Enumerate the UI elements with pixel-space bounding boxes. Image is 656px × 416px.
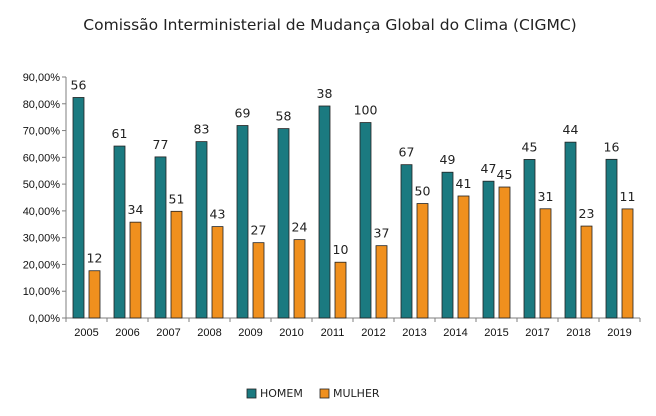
x-tick-label: 2019 [607,327,631,339]
y-axis: 0,00% 10,00% 20,00% 30,00% 40,00% 50,00% 60,00… [23,72,67,325]
data-label-mulher-2005: 12 [87,251,103,266]
bar-mulher-2014 [457,195,470,319]
x-tick-label: 2005 [74,327,98,339]
y-tick-label: 10,00% [23,286,61,298]
data-label-mulher-2007: 51 [169,191,185,206]
data-label-mulher-2008: 43 [210,207,226,222]
bar-homem-2006 [113,145,126,319]
bar-homem-2017 [523,159,536,319]
data-label-homem-2005: 56 [71,77,87,92]
x-tick-label: 2008 [197,327,221,339]
data-label-mulher-2009: 27 [251,223,267,238]
data-label-mulher-2019: 11 [620,189,636,204]
data-label-mulher-2013: 50 [415,184,431,199]
data-label-homem-2012: 100 [354,103,378,118]
data-label-homem-2018: 44 [563,122,579,137]
legend-swatch-mulher [319,388,330,399]
data-label-mulher-2012: 37 [374,226,390,241]
x-tick-label: 2009 [238,327,262,339]
data-label-homem-2010: 58 [276,109,292,124]
data-label-mulher-2006: 34 [128,202,144,217]
bar-mulher-2009 [252,242,265,319]
x-tick-label: 2014 [443,327,467,339]
bar-mulher-2013 [416,203,429,319]
data-label-homem-2017: 45 [522,139,538,154]
x-tick-label: 2015 [484,327,508,339]
y-tick-label: 90,00% [23,72,61,84]
x-axis: 2005 2006 2007 2008 2009 2010 2011 2012 2013 2014… [65,317,641,339]
bar-mulher-2012 [375,245,388,319]
y-tick-label: 0,00% [29,313,60,325]
legend-label-mulher: MULHER [333,387,380,400]
bar-homem-2007 [154,156,167,319]
bar-homem-2012 [359,122,372,319]
data-label-mulher-2017: 31 [538,189,554,204]
data-label-homem-2011: 38 [317,86,333,101]
data-label-mulher-2010: 24 [292,220,308,235]
bar-homem-2013 [400,164,413,319]
data-label-homem-2013: 67 [399,145,415,160]
x-tick-label: 2007 [156,327,180,339]
bar-homem-2014 [441,171,454,319]
x-tick-label: 2010 [279,327,303,339]
y-tick-label: 30,00% [23,233,61,245]
chart-title: Comissão Interministerial de Mudança Glo… [83,16,576,34]
y-tick-label: 20,00% [23,259,61,271]
bar-homem-2018 [564,141,577,319]
legend: HOMEM MULHER [246,387,380,400]
y-tick-label: 40,00% [23,206,61,218]
bars [72,97,634,319]
data-label-mulher-2015: 45 [497,167,513,182]
bar-mulher-2015 [498,186,511,319]
data-label-homem-2007: 77 [153,137,169,152]
x-tick-label: 2017 [525,327,549,339]
data-labels: 5612613477518343692758243810100376750494… [71,77,636,265]
data-label-mulher-2011: 10 [333,242,349,257]
x-tick-label: 2011 [321,327,345,339]
bar-homem-2011 [318,105,331,319]
bar-mulher-2006 [129,221,142,319]
legend-swatch-homem [246,388,257,399]
data-label-homem-2008: 83 [194,122,210,137]
bar-homem-2008 [195,141,208,319]
bar-homem-2019 [605,158,618,319]
bar-mulher-2007 [170,210,183,319]
data-label-homem-2014: 49 [440,152,456,167]
bar-mulher-2008 [211,226,224,319]
x-tick-label: 2006 [115,327,139,339]
y-tick-label: 60,00% [23,152,61,164]
data-label-homem-2009: 69 [235,106,251,121]
legend-label-homem: HOMEM [260,387,303,400]
bar-homem-2005 [72,97,85,319]
y-tick-label: 70,00% [23,126,61,138]
bar-mulher-2017 [539,208,552,319]
data-label-homem-2006: 61 [112,126,128,141]
bar-mulher-2005 [88,270,101,319]
bar-homem-2010 [277,128,290,319]
bar-homem-2015 [482,180,495,319]
bar-mulher-2010 [293,239,306,319]
x-tick-label: 2018 [566,327,590,339]
data-label-mulher-2014: 41 [456,176,472,191]
bar-mulher-2019 [621,208,634,319]
data-label-homem-2015: 47 [481,161,497,176]
bar-mulher-2018 [580,225,593,319]
data-label-mulher-2018: 23 [579,206,595,221]
y-tick-label: 50,00% [23,179,61,191]
bar-homem-2009 [236,125,249,319]
x-tick-label: 2013 [402,327,426,339]
x-tick-label: 2012 [361,327,385,339]
data-label-homem-2019: 16 [604,139,620,154]
y-tick-label: 80,00% [23,99,61,111]
bar-mulher-2011 [334,261,347,319]
